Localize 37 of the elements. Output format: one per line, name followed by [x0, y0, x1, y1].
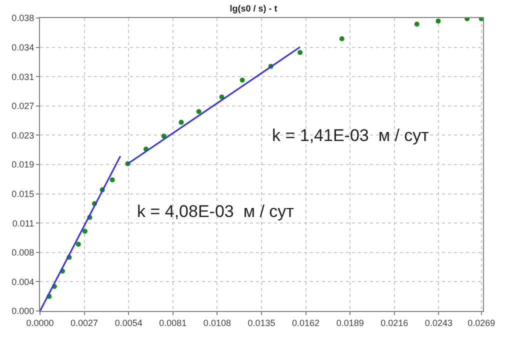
- x-tick-label: 0.0269: [468, 318, 496, 328]
- y-tick-label: 0.027: [12, 101, 34, 112]
- x-tick-label: 0.0000: [26, 318, 54, 328]
- chart-title: lg(s0 / s) - t: [230, 3, 278, 14]
- y-tick-label: 0.015: [12, 188, 34, 199]
- point: [178, 120, 184, 125]
- y-tick-label: 0.031: [12, 72, 34, 82]
- x-tick-label: 0.0108: [203, 318, 231, 328]
- y-tick-label: 0.023: [12, 130, 34, 140]
- x-tick-label: 0.0054: [114, 318, 142, 328]
- y-tick-label: 0.011: [12, 218, 34, 228]
- x-tick-label: 0.0189: [336, 318, 364, 328]
- point: [240, 78, 245, 83]
- y-tick-label: 0.008: [12, 248, 34, 258]
- point: [196, 109, 202, 114]
- point: [414, 22, 420, 27]
- x-tick-label: 0.0216: [380, 318, 408, 328]
- x-tick-label: 0.0243: [424, 318, 452, 328]
- annotation: k = 4,08E-03 м / сут: [137, 202, 294, 221]
- point: [436, 18, 441, 24]
- point: [161, 134, 166, 139]
- point: [298, 50, 303, 56]
- point: [110, 177, 115, 182]
- point: [339, 36, 344, 42]
- x-tick-label: 0.0027: [70, 318, 98, 328]
- annotation: k = 1,41E-03 м / сут: [272, 126, 430, 145]
- y-tick-label: 0.038: [12, 13, 34, 24]
- x-tick-label: 0.0162: [292, 318, 320, 328]
- point: [76, 242, 81, 247]
- y-tick-label: 0.000: [12, 306, 34, 316]
- y-tick-label: 0.004: [12, 276, 34, 287]
- point: [478, 18, 483, 22]
- x-tick-label: 0.0135: [248, 318, 276, 328]
- point: [82, 228, 88, 234]
- x-tick-label: 0.0081: [159, 318, 187, 328]
- y-tick-label: 0.034: [12, 42, 34, 52]
- y-tick-label: 0.019: [12, 160, 34, 170]
